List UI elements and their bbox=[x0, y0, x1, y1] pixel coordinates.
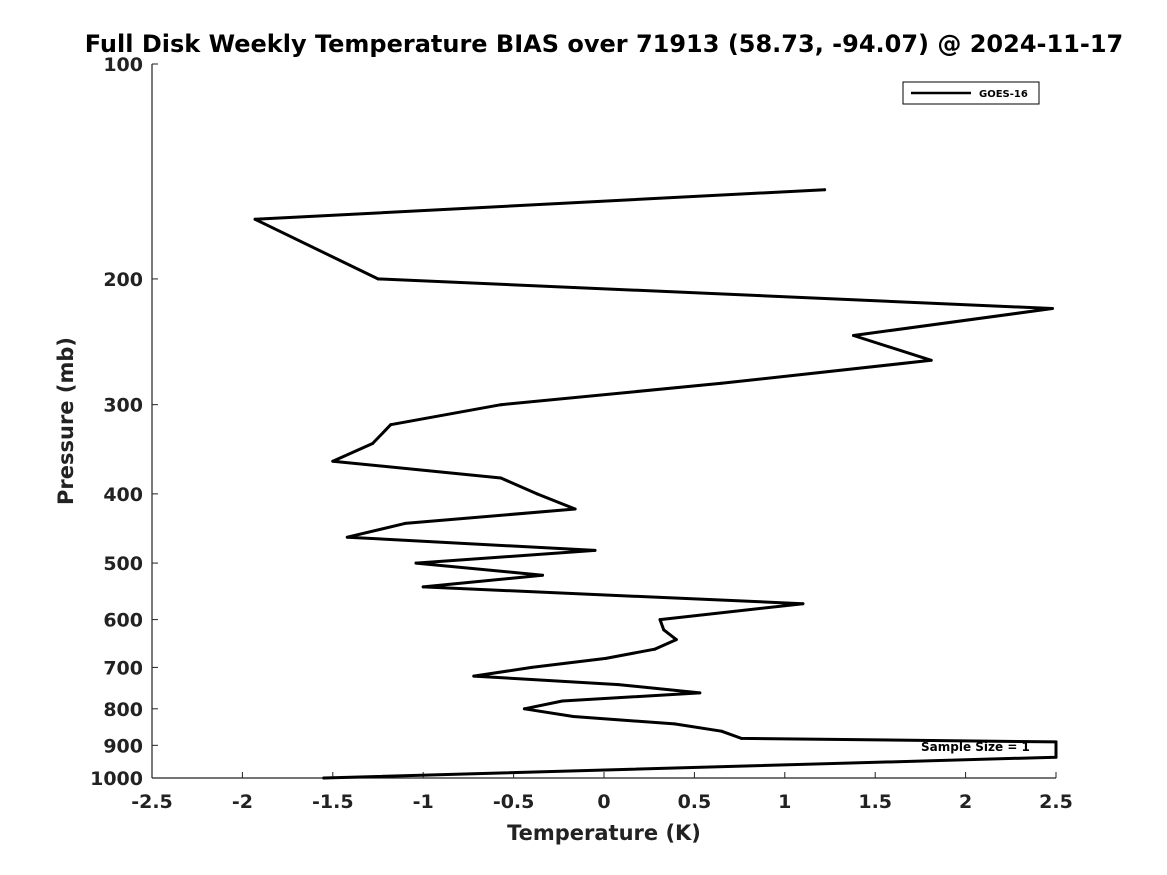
x-tick-label: 1 bbox=[778, 791, 791, 813]
y-tick-label: 100 bbox=[103, 54, 143, 76]
data-point bbox=[823, 188, 827, 192]
x-tick-label: -2 bbox=[232, 791, 253, 813]
y-tick-label: 900 bbox=[103, 735, 143, 757]
data-point bbox=[720, 381, 723, 385]
x-tick-label: 2 bbox=[959, 791, 972, 813]
data-point bbox=[389, 423, 393, 427]
data-point bbox=[604, 656, 608, 660]
data-point bbox=[673, 722, 676, 726]
data-point bbox=[571, 715, 575, 718]
data-point bbox=[801, 602, 805, 606]
legend: GOES-16 bbox=[902, 81, 1040, 105]
data-point bbox=[658, 618, 662, 622]
data-point bbox=[253, 217, 257, 221]
data-point bbox=[617, 683, 620, 687]
y-ticks: 100 200 300 400 500 600 700 800 900 1000 bbox=[90, 54, 158, 790]
y-tick-label: 800 bbox=[103, 699, 143, 721]
data-point bbox=[1050, 307, 1054, 310]
data-point bbox=[573, 507, 577, 511]
data-point bbox=[403, 521, 407, 525]
data-point bbox=[376, 277, 380, 281]
data-point bbox=[720, 729, 723, 733]
data-point bbox=[414, 561, 418, 565]
data-point bbox=[530, 665, 534, 669]
data-point bbox=[593, 548, 597, 552]
legend-label: GOES-16 bbox=[979, 89, 1028, 100]
x-ticks: -2.5 -2 -1.5 -1 -0.5 0 0.5 1 1.5 2 2.5 bbox=[131, 772, 1073, 813]
x-axis-label: Temperature (K) bbox=[507, 821, 701, 845]
x-tick-label: -0.5 bbox=[493, 791, 535, 813]
data-point bbox=[535, 492, 539, 496]
data-point bbox=[331, 459, 335, 463]
data-point bbox=[322, 776, 326, 780]
y-tick-label: 700 bbox=[103, 657, 143, 679]
data-point bbox=[560, 699, 564, 703]
data-point bbox=[1054, 740, 1058, 744]
data-point bbox=[1054, 755, 1058, 759]
y-tick-label: 200 bbox=[103, 269, 143, 291]
data-point bbox=[371, 442, 375, 445]
x-tick-label: 2.5 bbox=[1039, 791, 1073, 813]
data-point bbox=[929, 358, 933, 362]
data-point bbox=[421, 585, 425, 589]
data-point bbox=[698, 691, 702, 695]
data-point bbox=[472, 674, 476, 678]
y-axis-label: Pressure (mb) bbox=[54, 337, 78, 505]
y-tick-label: 600 bbox=[103, 610, 143, 632]
data-point bbox=[345, 535, 349, 539]
y-tick-label: 300 bbox=[103, 395, 143, 417]
x-tick-label: -1.5 bbox=[312, 791, 354, 813]
x-tick-label: -1 bbox=[413, 791, 434, 813]
chart-title: Full Disk Weekly Temperature BIAS over 7… bbox=[85, 30, 1124, 58]
y-tick-label: 400 bbox=[103, 484, 143, 506]
x-tick-label: 0 bbox=[597, 791, 610, 813]
data-point bbox=[739, 736, 743, 740]
y-tick-label: 1000 bbox=[90, 768, 143, 790]
data-point bbox=[522, 707, 526, 711]
x-tick-label: 1.5 bbox=[858, 791, 892, 813]
x-tick-label: 0.5 bbox=[678, 791, 712, 813]
series-layer bbox=[253, 188, 1058, 780]
data-point bbox=[653, 647, 657, 651]
data-point bbox=[852, 334, 855, 337]
series-line-goes-16 bbox=[253, 188, 1058, 780]
sample-size-annotation: Sample Size = 1 bbox=[921, 740, 1030, 754]
y-tick-label: 500 bbox=[103, 553, 143, 575]
data-point bbox=[499, 476, 503, 480]
data-point bbox=[499, 403, 503, 407]
data-point bbox=[541, 573, 544, 577]
data-point bbox=[662, 628, 666, 632]
data-point bbox=[674, 638, 678, 642]
x-tick-label: -2.5 bbox=[131, 791, 173, 813]
